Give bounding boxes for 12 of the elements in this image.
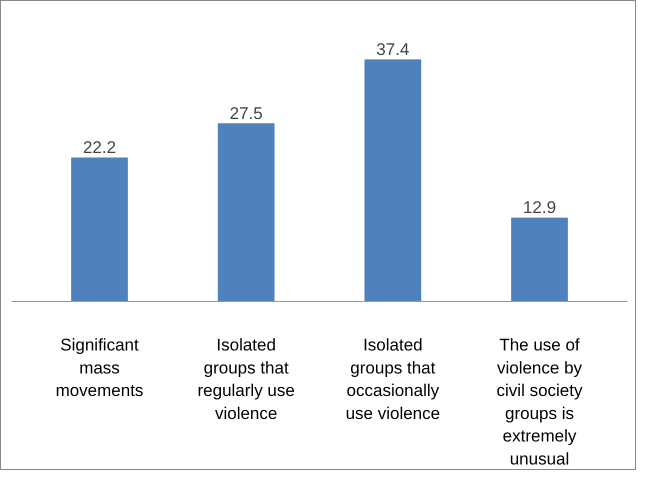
bar	[71, 158, 128, 302]
x-tick-label: Isolated groups that occasionally use violence	[346, 336, 440, 423]
data-label: 27.5	[230, 104, 263, 123]
data-label: 22.2	[82, 138, 116, 158]
data-label: 37.4	[376, 40, 410, 59]
bar	[364, 59, 422, 302]
data-label: 12.9	[522, 198, 556, 218]
x-tick-label: The use of violence by civil society groups is extremely unusual	[496, 336, 583, 468]
bar	[218, 123, 275, 302]
bar	[511, 218, 568, 302]
x-tick-label: Significant mass movements	[56, 336, 144, 400]
x-tick-label: Isolated groups that regularly use violence	[198, 336, 295, 423]
